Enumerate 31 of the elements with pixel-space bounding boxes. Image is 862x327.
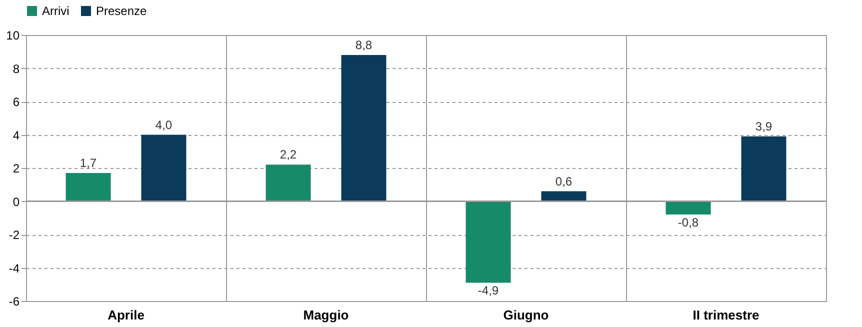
- data-label: 8,8: [355, 38, 372, 52]
- data-label: 1,7: [80, 156, 97, 170]
- y-tick-label: -2: [8, 228, 20, 242]
- bar: [741, 136, 786, 202]
- bar: [541, 191, 586, 202]
- x-tick-label: II trimestre: [692, 308, 760, 322]
- bar: [141, 134, 186, 202]
- bar: [466, 201, 511, 283]
- y-tick-label: 4: [12, 128, 20, 142]
- y-tick-label: -6: [8, 294, 20, 308]
- legend-label: Arrivi: [42, 4, 70, 18]
- bar: [266, 164, 311, 202]
- data-label: -0,8: [678, 216, 699, 230]
- data-label: 4,0: [155, 118, 172, 132]
- bar: [666, 201, 711, 215]
- x-tick-label: Maggio: [303, 308, 349, 322]
- legend-label: Presenze: [96, 4, 148, 18]
- data-label: -4,9: [478, 284, 499, 298]
- y-tick-label: 6: [12, 95, 20, 109]
- bar: [341, 54, 386, 202]
- y-tick-label: 8: [12, 62, 20, 76]
- data-label: 3,9: [755, 119, 772, 134]
- bar: [66, 172, 111, 202]
- y-tick-label: 10: [6, 28, 20, 42]
- x-tick-label: Aprile: [108, 308, 144, 322]
- y-tick-label: 0: [12, 194, 20, 209]
- data-label: 2,2: [280, 148, 297, 162]
- y-tick-label: 2: [12, 162, 20, 176]
- data-label: 0,6: [555, 174, 572, 188]
- y-tick-label: -4: [8, 261, 20, 276]
- x-tick-label: Giugno: [503, 308, 549, 322]
